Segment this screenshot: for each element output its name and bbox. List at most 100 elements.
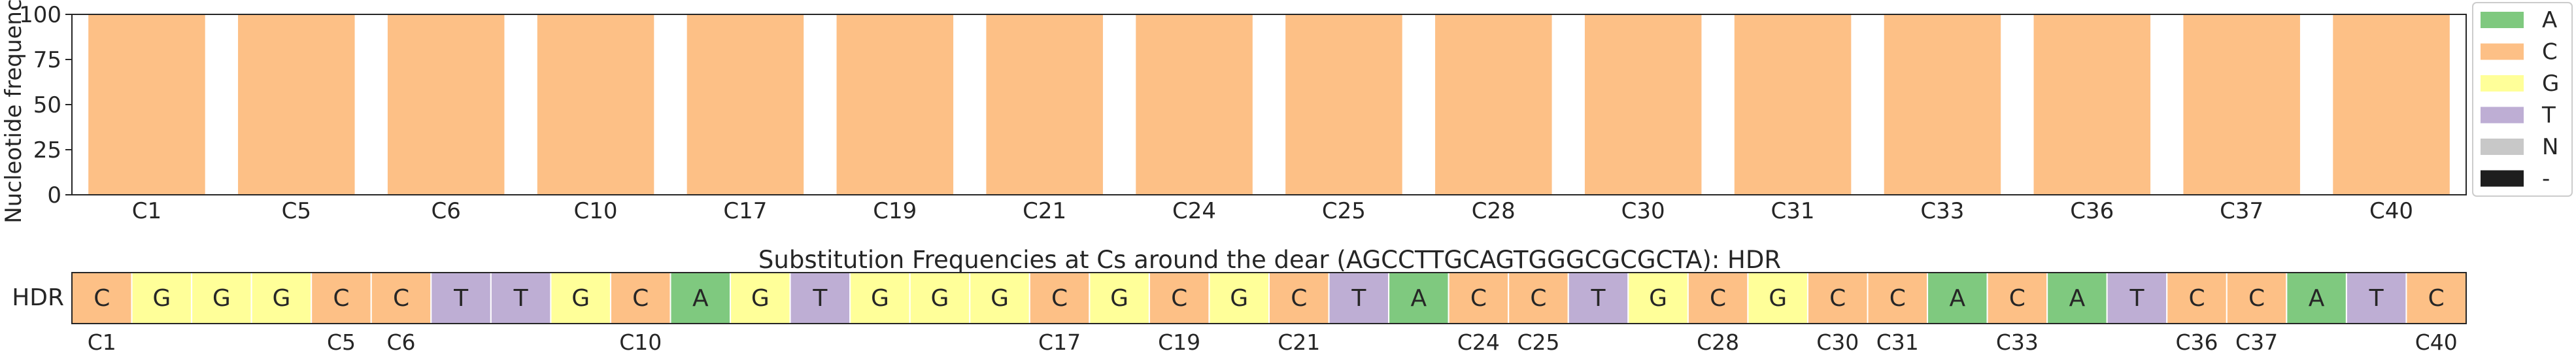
bar-c37-c [2183,14,2300,195]
sequence-base-30: C [1829,285,1846,312]
legend-swatch-c [2481,43,2524,60]
legend-label-n: N [2542,134,2558,160]
sequence-cell-7 [430,272,492,324]
c-position-label: C19 [1158,329,1200,353]
sequence-base-23: A [1411,285,1427,312]
sequence-base-26: T [1591,285,1606,312]
x-axis: C1 C5 C6 C10 C17 C19 C21 C24 C25 C28 C30 C31 C33 C36 C… [132,198,2413,224]
legend-swatch-a [2481,12,2524,28]
bar-c19-c [836,14,954,195]
x-tick-label: C19 [873,198,917,224]
legend-label-g: G [2542,71,2559,97]
sequence-base-37: C [2248,285,2265,312]
c-position-label: C21 [1278,329,1320,353]
x-tick-label: C31 [1771,198,1815,224]
c-position-label: C40 [2415,329,2458,353]
sequence-base-29: G [1769,285,1787,312]
sequence-base-13: T [812,285,828,312]
c-position-label: C10 [619,329,662,353]
x-tick-label: C40 [2369,198,2413,224]
y-tick-label: 50 [33,92,61,118]
bar-c31-c [1734,14,1852,195]
c-position-label: C5 [327,329,356,353]
x-tick-label: C36 [2070,198,2114,224]
bar-c36-c [2033,14,2151,195]
sequence-base-31: C [1890,285,1906,312]
bar-c21-c [986,14,1103,195]
sequence-base-10: C [632,285,649,312]
legend-swatch-t [2481,107,2524,124]
sequence-base-1: C [93,285,110,312]
legend-swatch-g [2481,75,2524,92]
c-position-label: C6 [387,329,416,353]
y-tick-label: 75 [33,47,61,73]
bar-c33-c [1884,14,2001,195]
sequence-base-36: C [2188,285,2205,312]
sequence-base-35: T [2129,285,2144,312]
x-tick-label: C21 [1023,198,1066,224]
y-tick-label: 0 [47,182,61,209]
table-title: Substitution Frequencies at Cs around th… [758,246,1781,274]
sequence-base-20: G [1230,285,1248,312]
sequence-base-17: C [1051,285,1068,312]
sequence-base-28: C [1710,285,1726,312]
bar-c5-c [238,14,355,195]
y-axis: 0 25 50 75 100 [19,2,72,209]
x-tick-label: C25 [1322,198,1366,224]
c-position-label: C33 [1996,329,2039,353]
sequence-cell-26 [1567,272,1629,324]
bar-c10-c [537,14,654,195]
sequence-base-39: T [2369,285,2384,312]
sequence-base-2: G [152,285,171,312]
sequence-cell-10 [609,272,671,324]
sequence-cell-22 [1328,272,1390,324]
sequence-base-22: T [1351,285,1366,312]
bar-c25-c [1285,14,1402,195]
sequence-base-16: G [991,285,1009,312]
legend-label-a: A [2542,7,2557,33]
sequence-cell-37 [2226,272,2288,324]
sequence-base-25: C [1530,285,1546,312]
sequence-cell-28 [1687,272,1749,324]
x-tick-label: C1 [132,198,161,224]
sequence-base-18: G [1110,285,1128,312]
c-position-label: C37 [2235,329,2278,353]
y-tick-label: 100 [19,2,61,28]
legend-label-dash: - [2542,166,2550,192]
bar-c28-c [1435,14,1552,195]
x-tick-label: C10 [574,198,618,224]
sequence-cell-24 [1448,272,1510,324]
x-tick-label: C6 [432,198,461,224]
sequence-cell-39 [2345,272,2407,324]
x-tick-label: C33 [1920,198,1964,224]
c-position-labels: C1 C5 C6 C10 C17 C19 C21 C24 C25 C28 C30 C31 C33 C36 C… [88,329,2458,353]
sequence-cell-18 [1089,272,1150,324]
bar-c30-c [1584,14,1702,195]
bar-c40-c [2333,14,2450,195]
sequence-base-8: T [513,285,529,312]
c-position-label: C36 [2176,329,2218,353]
sequence-base-6: C [393,285,409,312]
sequence-cell-32 [1927,272,1988,324]
sequence-base-5: C [333,285,349,312]
sequence-base-38: A [2309,285,2325,312]
sequence-base-11: A [692,285,709,312]
c-position-label: C1 [88,329,116,353]
sequence-cell-34 [2046,272,2108,324]
y-tick-label: 25 [33,137,61,163]
x-tick-label: C37 [2220,198,2263,224]
bars-layer [88,14,2450,195]
sequence-base-4: G [272,285,290,312]
bar-c1-c [88,14,205,195]
sequence-base-12: G [751,285,770,312]
bar-c17-c [686,14,804,195]
y-axis-label: Nucleotide frequency [1,0,27,224]
legend-label-c: C [2542,39,2558,65]
sequence-base-27: G [1649,285,1667,312]
sequence-base-19: C [1171,285,1187,312]
sequence-base-7: T [453,285,469,312]
c-position-label: C25 [1517,329,1559,353]
table-frame [71,272,2467,324]
